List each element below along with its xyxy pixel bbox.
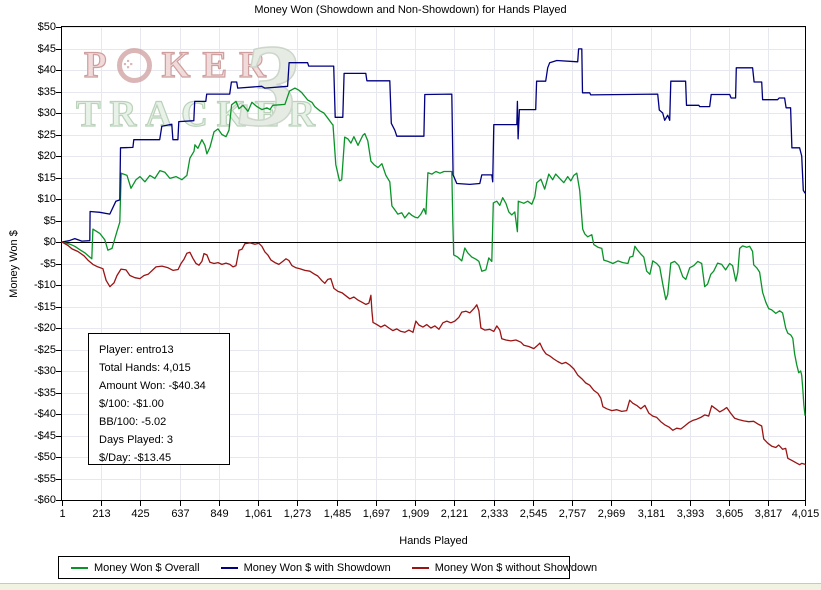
y-tick-label: $25: [37, 128, 56, 141]
watermark-letters-ker: KER: [161, 44, 278, 86]
legend-item-with-showdown: Money Won $ with Showdown: [220, 561, 391, 574]
series-with-showdown-line: [61, 48, 806, 243]
x-tick-label: 4,015: [791, 508, 820, 520]
x-tick-label: 1,061: [244, 508, 273, 520]
stat-dollars-per-100: $/100: -$1.00: [99, 398, 164, 410]
watermark-pokertracker-logo: P KER TRACKER 3: [75, 19, 324, 152]
y-tick-label: -$25: [33, 343, 56, 356]
player-stats-box: Player: entro13 Total Hands: 4,015 Amoun…: [88, 333, 230, 465]
stat-amount-won: Amount Won: -$40.34: [99, 380, 206, 392]
stat-days-played: Days Played: 3: [99, 434, 173, 446]
legend-label-without-showdown: Money Won $ without Showdown: [434, 561, 598, 574]
legend-swatch-with-showdown: [220, 566, 238, 569]
y-tick-label: $20: [37, 149, 56, 162]
y-tick-label: $40: [37, 63, 56, 76]
y-tick-label: -$30: [33, 364, 56, 377]
y-tick-label: -$15: [33, 300, 56, 313]
legend-item-overall: Money Won $ Overall: [71, 562, 200, 574]
y-tick-label: -$40: [33, 407, 56, 420]
legend-swatch-overall: [71, 566, 88, 569]
watermark-3-badge: 3: [239, 19, 300, 152]
x-tick-label: 1,697: [362, 508, 391, 520]
x-tick-label: 2,545: [519, 508, 548, 520]
chart-title: Money Won (Showdown and Non-Showdown) fo…: [254, 4, 567, 16]
x-tick-label: 3,817: [754, 508, 783, 520]
x-tick-label: 3,393: [676, 508, 705, 520]
legend-item-without-showdown: Money Won $ without Showdown: [411, 561, 598, 574]
watermark-tracker-text: TRACKER: [75, 93, 325, 135]
x-tick-label: 1: [59, 508, 66, 520]
chart-legend: Money Won $ Overall Money Won $ with Sho…: [58, 556, 597, 579]
y-tick-label: -$50: [33, 450, 56, 463]
legend-label-with-showdown: Money Won $ with Showdown: [243, 561, 391, 574]
y-tick-label: $5: [43, 214, 56, 227]
y-tick-label: -$5: [40, 257, 56, 270]
y-tick-label: -$35: [33, 386, 56, 399]
plot-grid-layer: [56, 26, 806, 506]
stat-total-hands: Total Hands: 4,015: [99, 362, 191, 374]
y-tick-label: -$10: [33, 278, 56, 291]
x-tick-label: 3,605: [715, 508, 744, 520]
y-tick-label: -$20: [33, 321, 56, 334]
legend-label-overall: Money Won $ Overall: [94, 561, 200, 574]
x-tick-label: 1,273: [283, 508, 312, 520]
y-tick-label: $0: [43, 235, 56, 248]
x-tick-label: 637: [171, 508, 190, 520]
plot-series-layer: [61, 48, 806, 466]
x-tick-label: 2,969: [597, 508, 626, 520]
y-tick-label: $10: [37, 192, 56, 205]
y-tick-label: $35: [37, 85, 56, 98]
stat-bb-per-100: BB/100: -5.02: [99, 416, 167, 428]
y-tick-label: $15: [37, 171, 56, 184]
x-tick-label: 2,121: [440, 508, 469, 520]
x-tick-label: 3,181: [637, 508, 666, 520]
watermark-letter-p: P: [83, 44, 119, 86]
y-tick-label: $30: [37, 106, 56, 119]
y-tick-label: -$60: [33, 493, 56, 506]
x-tick-label: 213: [92, 508, 111, 520]
watermark-suit-circle-icon: [116, 48, 152, 83]
x-tick-label: 1,485: [323, 508, 352, 520]
y-tick-label: -$55: [33, 472, 56, 485]
x-tick-label: 2,333: [480, 508, 509, 520]
y-tick-label: $45: [37, 42, 56, 55]
x-tick-label: 849: [210, 508, 229, 520]
watermark-poker-text: P KER: [83, 44, 324, 87]
y-tick-label: -$45: [33, 429, 56, 442]
x-tick-label: 425: [131, 508, 150, 520]
legend-swatch-without-showdown: [411, 566, 429, 569]
stat-dollars-per-day: $/Day: -$13.45: [99, 452, 172, 464]
x-tick-label: 1,909: [401, 508, 430, 520]
window-bottom-strip: [0, 583, 821, 590]
y-tick-label: $50: [37, 20, 56, 33]
x-tick-label: 2,757: [558, 508, 587, 520]
stat-player: Player: entro13: [99, 344, 174, 356]
x-axis-title: Hands Played: [399, 535, 468, 547]
